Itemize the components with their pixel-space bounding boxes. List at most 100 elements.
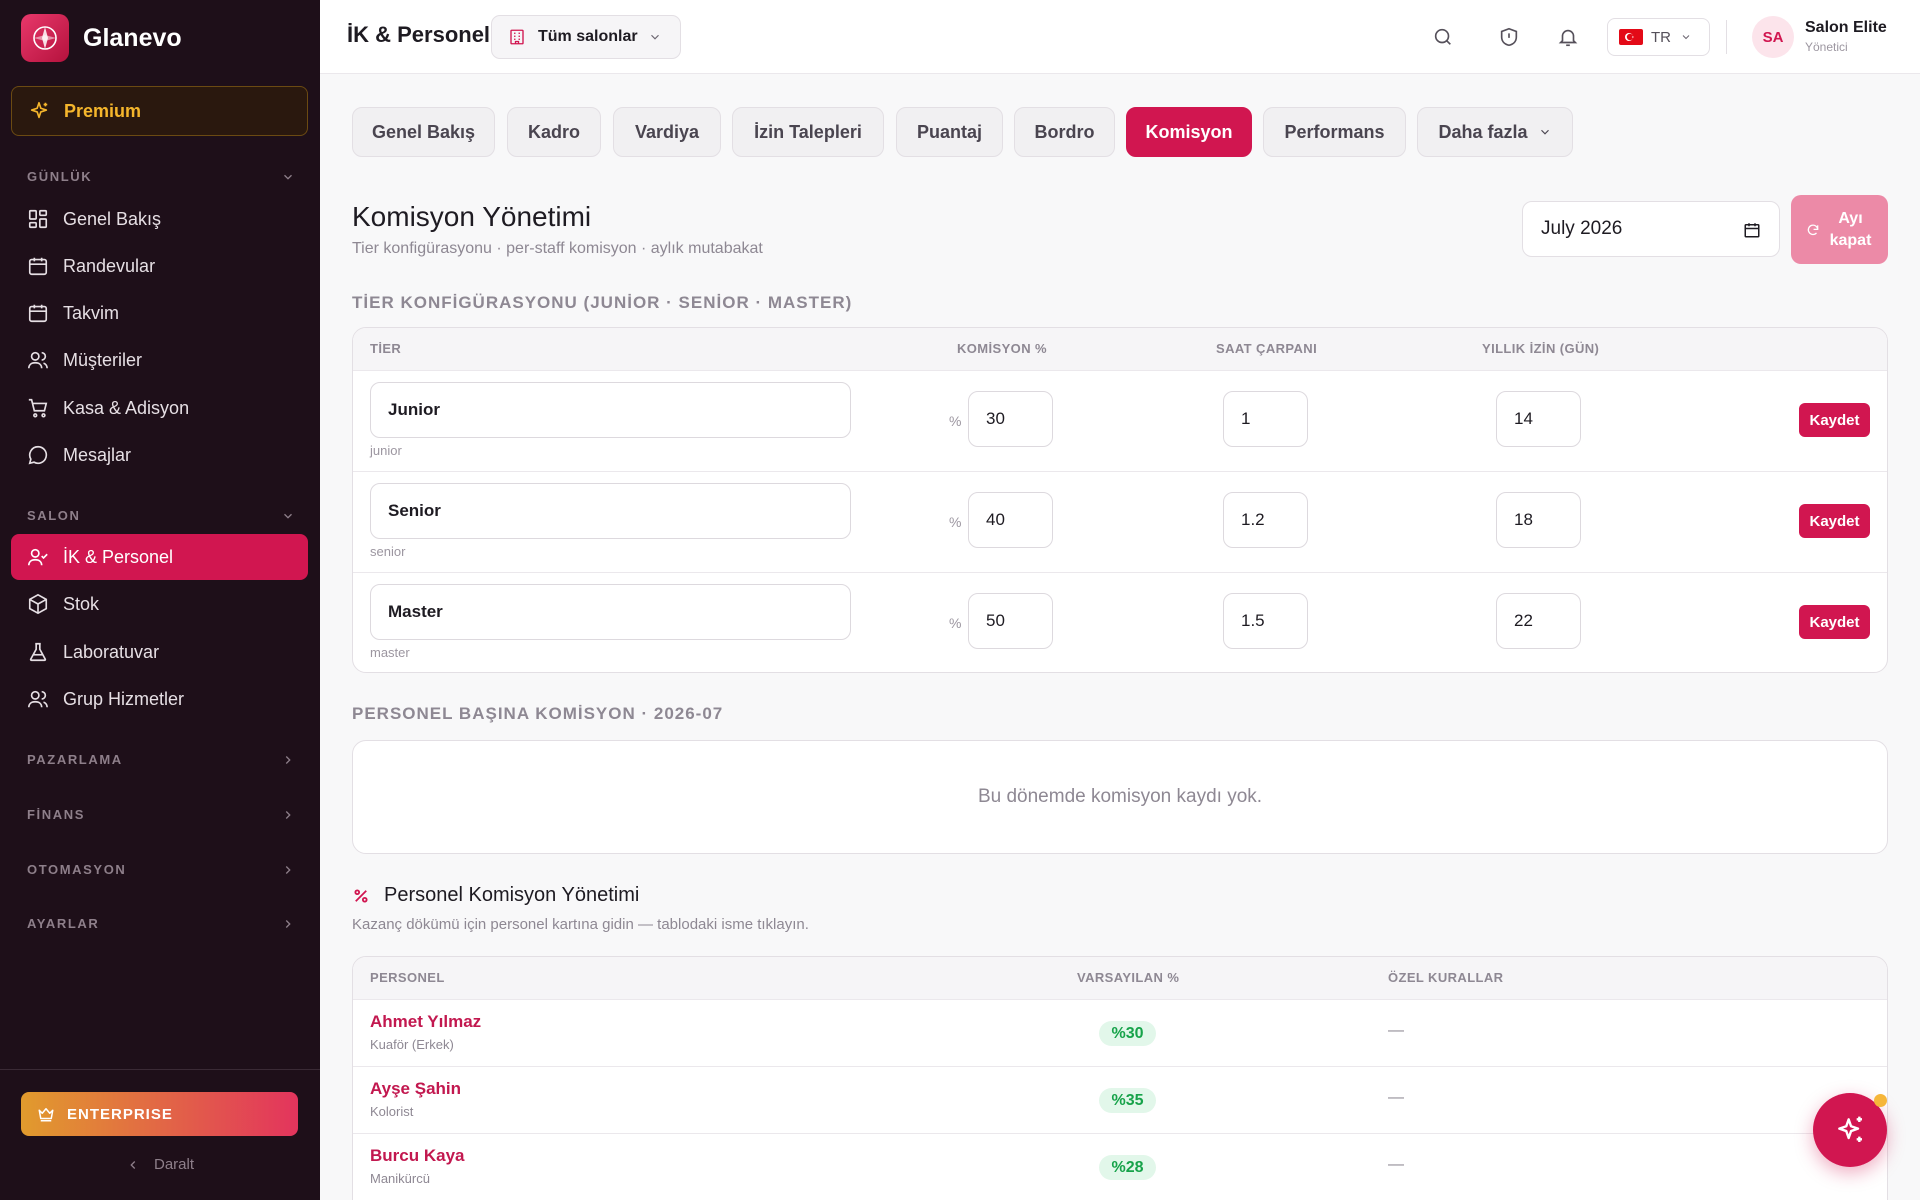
section-finance-label: FİNANS: [27, 807, 85, 822]
sidebar-item-label: Kasa & Adisyon: [63, 397, 190, 418]
sidebar-item-appointments[interactable]: Randevular: [11, 243, 308, 289]
calendar-icon[interactable]: [1743, 221, 1761, 239]
tab-more[interactable]: Daha fazla: [1417, 107, 1573, 157]
tier-slug: senior: [370, 544, 406, 559]
sidebar: Glanevo Premium GÜNLÜK Genel Bakış Rande…: [0, 0, 320, 1200]
tab-overview[interactable]: Genel Bakış: [352, 107, 495, 157]
notification-dot: [1874, 1094, 1887, 1107]
custom-rules: —: [1388, 1089, 1404, 1106]
staff-name-link[interactable]: Ayşe Şahin: [370, 1079, 462, 1098]
multiplier-input[interactable]: 1.2: [1223, 492, 1308, 548]
sidebar-item-label: Randevular: [63, 255, 156, 276]
sidebar-item-stock[interactable]: Stok: [11, 581, 308, 627]
sidebar-divider: [0, 1069, 320, 1070]
topbar: İK & Personel Tüm salonlar TR SA Salon E…: [320, 0, 1920, 74]
language-select[interactable]: TR: [1607, 18, 1710, 56]
salon-select[interactable]: Tüm salonlar: [491, 15, 681, 59]
sidebar-item-messages[interactable]: Mesajlar: [11, 432, 308, 478]
col-header-hour-multiplier: SAAT ÇARPANI: [1216, 341, 1318, 356]
tab-payroll[interactable]: Bordro: [1014, 107, 1115, 157]
page-section-title: İK & Personel: [347, 22, 491, 47]
tab-label: Performans: [1284, 121, 1385, 142]
tier-name-input[interactable]: Master: [370, 584, 851, 640]
tab-performance[interactable]: Performans: [1263, 107, 1406, 157]
section-settings-label: AYARLAR: [27, 916, 100, 931]
sparkle-icon: [1838, 1116, 1862, 1142]
tab-label: Komisyon: [1145, 121, 1233, 142]
section-daily-toggle[interactable]: GÜNLÜK: [27, 169, 295, 184]
empty-state-text: Bu dönemde komisyon kaydı yok.: [977, 786, 1263, 807]
table-header: [353, 957, 1887, 999]
section-automation-toggle[interactable]: OTOMASYON: [27, 862, 295, 877]
tab-label: Kadro: [527, 121, 580, 142]
section-settings-toggle[interactable]: AYARLAR: [27, 916, 295, 931]
annual-leave-input[interactable]: 14: [1496, 391, 1581, 447]
staff-role: Kuaför (Erkek): [370, 1037, 454, 1052]
chevron-right-icon: [285, 810, 291, 819]
shield-icon[interactable]: [1498, 26, 1520, 48]
commission-input[interactable]: 30: [968, 391, 1053, 447]
chevron-right-icon: [285, 755, 291, 764]
sidebar-item-label: Müşteriler: [63, 349, 143, 370]
sidebar-item-laboratory[interactable]: Laboratuvar: [11, 629, 308, 675]
default-pct-badge: %30: [1099, 1021, 1156, 1046]
section-finance-toggle[interactable]: FİNANS: [27, 807, 295, 822]
sidebar-item-overview[interactable]: Genel Bakış: [11, 196, 308, 242]
grid-icon: [28, 209, 48, 229]
sidebar-item-calendar[interactable]: Takvim: [11, 290, 308, 336]
bell-icon[interactable]: [1557, 26, 1579, 48]
save-button[interactable]: Kaydet: [1799, 403, 1870, 437]
section-marketing-toggle[interactable]: PAZARLAMA: [27, 752, 295, 767]
multiplier-input[interactable]: 1: [1223, 391, 1308, 447]
brand[interactable]: Glanevo: [21, 14, 182, 62]
search-icon[interactable]: [1432, 26, 1454, 48]
table-header: [353, 328, 1887, 370]
crown-icon: [37, 1105, 55, 1123]
staff-name-link[interactable]: Ahmet Yılmaz: [370, 1012, 482, 1031]
section-salon-toggle[interactable]: SALON: [27, 508, 295, 523]
avatar[interactable]: SA: [1752, 16, 1794, 58]
tab-commission[interactable]: Komisyon: [1126, 107, 1252, 157]
enterprise-button[interactable]: ENTERPRISE: [21, 1092, 298, 1136]
save-button[interactable]: Kaydet: [1799, 605, 1870, 639]
collapse-label: Daralt: [153, 1156, 194, 1173]
col-header-custom-rules: ÖZEL KURALLAR: [1388, 970, 1504, 985]
tab-leave-requests[interactable]: İzin Talepleri: [732, 107, 884, 157]
cart-icon: [28, 398, 48, 418]
sidebar-item-hr-staff[interactable]: İK & Personel: [11, 534, 308, 580]
collapse-sidebar-button[interactable]: Daralt: [0, 1156, 320, 1173]
premium-label: Premium: [64, 100, 142, 121]
tier-name-input[interactable]: Junior: [370, 382, 851, 438]
commission-input[interactable]: 50: [968, 593, 1053, 649]
ai-assistant-button[interactable]: [1813, 1093, 1887, 1167]
tab-label: Puantaj: [916, 121, 982, 142]
commission-input[interactable]: 40: [968, 492, 1053, 548]
table-row: Burcu Kaya Manikürcü %28 —: [353, 1133, 1887, 1200]
annual-leave-input[interactable]: 18: [1496, 492, 1581, 548]
save-button[interactable]: Kaydet: [1799, 504, 1870, 538]
enterprise-label: ENTERPRISE: [67, 1105, 173, 1123]
tier-slug: junior: [370, 443, 402, 458]
annual-leave-input[interactable]: 22: [1496, 593, 1581, 649]
staff-name-link[interactable]: Burcu Kaya: [370, 1146, 465, 1165]
sidebar-item-cashier[interactable]: Kasa & Adisyon: [11, 385, 308, 431]
tier-name-input[interactable]: Senior: [370, 483, 851, 539]
tier-section-label: TİER KONFİGÜRASYONU (JUNİOR · SENİOR · M…: [352, 293, 853, 312]
tab-shift[interactable]: Vardiya: [613, 107, 721, 157]
col-header-annual-leave: YILLIK İZİN (GÜN): [1482, 341, 1600, 356]
staff-section-subtitle: Kazanç dökümü için personel kartına gidi…: [352, 916, 809, 933]
tab-staff[interactable]: Kadro: [507, 107, 601, 157]
close-month-button[interactable]: Ayı kapat: [1791, 195, 1888, 264]
staff-commission-table: PERSONEL VARSAYILAN % ÖZEL KURALLAR Ahme…: [352, 956, 1888, 1200]
sidebar-item-customers[interactable]: Müşteriler: [11, 337, 308, 383]
tab-timesheet[interactable]: Puantaj: [896, 107, 1003, 157]
tab-label: Genel Bakış: [371, 121, 476, 142]
custom-rules: —: [1388, 1156, 1404, 1173]
user-name[interactable]: Salon Elite: [1805, 19, 1887, 36]
turkey-flag-icon: [1619, 29, 1643, 45]
percent-symbol: %: [949, 413, 962, 429]
multiplier-input[interactable]: 1.5: [1223, 593, 1308, 649]
month-picker[interactable]: July 2026: [1522, 201, 1780, 257]
sidebar-item-group-services[interactable]: Grup Hizmetler: [11, 676, 308, 722]
premium-button[interactable]: Premium: [11, 86, 308, 136]
